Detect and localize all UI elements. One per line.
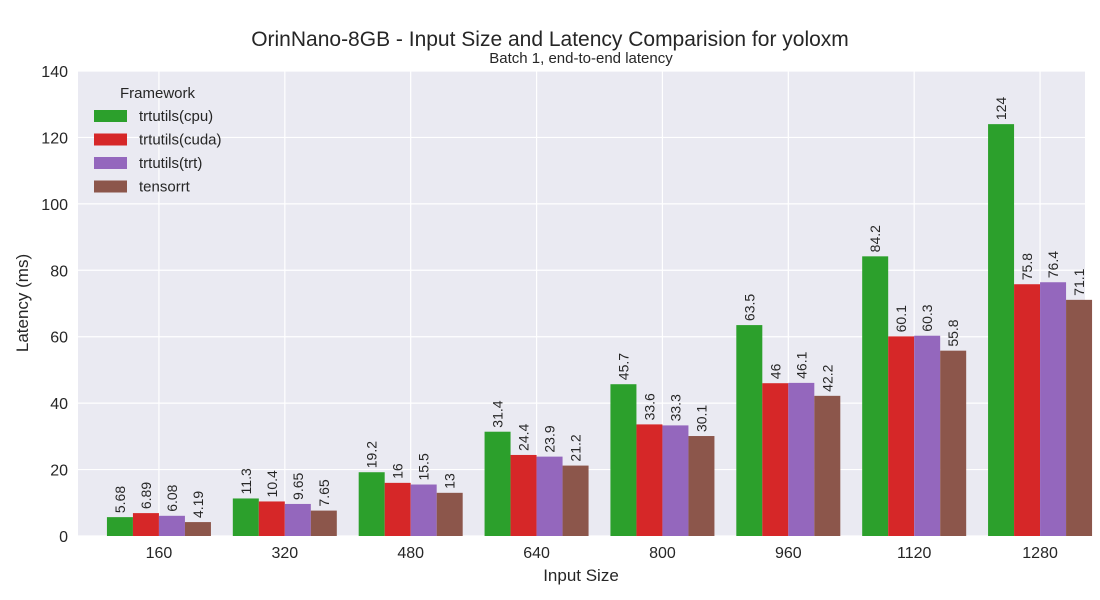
bar-value-label: 23.9 [542, 425, 558, 452]
bar [814, 395, 841, 536]
bar [636, 424, 663, 536]
bar [662, 425, 689, 536]
bar [914, 335, 941, 536]
x-tick-label: 640 [523, 545, 550, 562]
bar-value-label: 124 [993, 97, 1009, 121]
y-tick-label: 100 [41, 197, 68, 214]
x-axis-label: Input Size [543, 566, 619, 585]
bar [436, 492, 463, 536]
bar-value-label: 15.5 [416, 453, 432, 480]
bar [1014, 284, 1041, 536]
bar-value-label: 11.3 [238, 468, 254, 494]
bar [258, 501, 285, 536]
bar [132, 513, 159, 536]
bar-value-label: 4.19 [190, 491, 206, 518]
bar [888, 336, 915, 536]
bar-value-label: 31.4 [490, 400, 506, 427]
bar-value-label: 63.5 [741, 294, 757, 321]
bar-value-label: 46.1 [793, 351, 809, 378]
x-tick-label: 1120 [897, 545, 932, 562]
x-tick-label: 320 [271, 545, 298, 562]
legend-swatch [94, 133, 127, 146]
legend-title: Framework [120, 85, 196, 102]
bar-value-label: 6.89 [138, 482, 154, 509]
bar-value-label: 33.3 [667, 394, 683, 421]
bar [232, 498, 259, 536]
bar-value-label: 75.8 [1019, 253, 1035, 280]
y-tick-label: 40 [50, 396, 68, 413]
bar [410, 484, 437, 536]
bar [384, 482, 411, 536]
bar [610, 384, 637, 536]
bar-value-label: 7.65 [316, 479, 332, 506]
bar [358, 472, 385, 536]
y-tick-label: 20 [50, 463, 68, 480]
bar-value-label: 5.68 [112, 486, 128, 513]
legend-label: trtutils(cpu) [139, 108, 213, 125]
bar-value-label: 10.4 [264, 470, 280, 497]
y-tick-label: 0 [59, 529, 68, 546]
bar-labels: 5.68 11.3 19.2 31.4 45.7 63.5 84.2 124 6.89 10.4 1… [112, 97, 1087, 519]
bar-value-label: 60.3 [919, 304, 935, 331]
bar-value-label: 55.8 [945, 319, 961, 346]
chart-title: OrinNano-8GB - Input Size and Latency Co… [251, 28, 849, 51]
x-tick-label: 1280 [1022, 545, 1058, 562]
y-axis-label: Latency (ms) [13, 254, 32, 352]
legend: Framework trtutils(cpu) trtutils(cuda) trt… [94, 85, 222, 196]
bar-value-label: 6.08 [164, 484, 180, 511]
legend-label: tensorrt [139, 179, 191, 196]
bar [940, 350, 967, 536]
bar [1040, 282, 1067, 536]
bar-value-label: 46 [767, 363, 783, 379]
bar [184, 522, 211, 536]
legend-swatch [94, 110, 127, 122]
bar-value-label: 13 [442, 473, 458, 489]
x-tick-label: 160 [146, 545, 173, 562]
y-tick-label: 60 [50, 330, 68, 347]
y-tick-label: 120 [41, 130, 68, 147]
y-tick-label: 140 [41, 64, 68, 81]
bar-value-label: 16 [390, 463, 406, 479]
bar-value-label: 19.2 [364, 441, 380, 468]
y-axis-ticks: 0 20 40 60 80 100 120 140 [41, 64, 68, 546]
bar [736, 325, 763, 536]
bar [536, 456, 563, 536]
x-tick-label: 960 [775, 545, 802, 562]
bar [562, 465, 589, 536]
chart-subtitle: Batch 1, end-to-end latency [489, 50, 673, 67]
bar [788, 382, 815, 536]
x-tick-label: 800 [649, 545, 676, 562]
bar [1066, 299, 1093, 536]
bar-value-label: 84.2 [867, 225, 883, 252]
bar-value-label: 45.7 [615, 353, 631, 380]
bar-value-label: 21.2 [568, 434, 584, 461]
x-axis-ticks: 160 320 480 640 800 960 1120 1280 [146, 545, 1058, 562]
legend-swatch [94, 157, 127, 169]
bar [484, 431, 511, 536]
bar [284, 503, 311, 536]
bar [688, 436, 715, 536]
bar [310, 510, 337, 536]
bar-value-label: 33.6 [641, 393, 657, 420]
bar [158, 515, 185, 536]
bar [988, 124, 1015, 537]
legend-label: trtutils(trt) [139, 155, 202, 172]
bar [510, 454, 537, 536]
bar [862, 256, 889, 536]
legend-swatch [94, 180, 127, 193]
bar-value-label: 24.4 [516, 423, 532, 450]
x-tick-label: 480 [397, 545, 424, 562]
bar-value-label: 71.1 [1071, 268, 1087, 295]
y-tick-label: 80 [50, 263, 68, 280]
bar-value-label: 76.4 [1045, 251, 1061, 278]
bar-value-label: 30.1 [693, 405, 709, 432]
legend-label: trtutils(cuda) [139, 132, 222, 149]
bar-value-label: 60.1 [893, 305, 909, 332]
bar [762, 383, 789, 536]
bar [106, 517, 133, 536]
bar-value-label: 9.65 [290, 472, 306, 499]
bars [106, 124, 1093, 537]
bar-value-label: 42.2 [819, 364, 835, 391]
